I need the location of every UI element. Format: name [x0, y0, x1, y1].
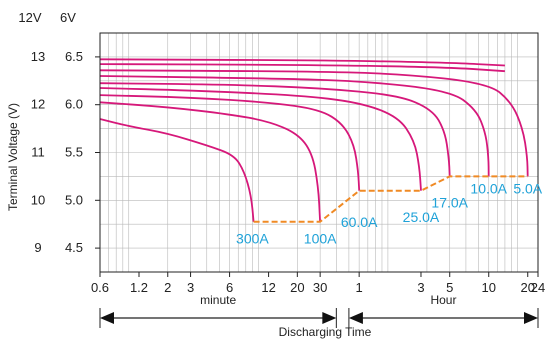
current-label: 5.0A — [513, 180, 542, 196]
current-label: 17.0A — [431, 195, 468, 211]
y-header-6v: 6V — [60, 10, 76, 25]
arrowhead-right — [524, 312, 538, 324]
cutoff-line — [253, 175, 528, 223]
x-tick-label: 1.2 — [130, 280, 148, 295]
discharge-curve-5-0A — [99, 69, 529, 177]
current-label: 10.0A — [470, 180, 507, 196]
y-tick-label-12v: 12 — [31, 97, 45, 112]
x-tick-label: 6 — [226, 280, 233, 295]
y-tick-label-6v: 4.5 — [65, 240, 83, 255]
x-tick-label: 5 — [446, 280, 453, 295]
y-tick-label-6v: 6.5 — [65, 49, 83, 64]
section-label: minute — [200, 293, 236, 307]
arrowhead-left — [348, 312, 363, 324]
discharge-curves — [99, 58, 529, 222]
arrowhead-left — [100, 312, 114, 324]
y-tick-label-12v: 13 — [31, 49, 45, 64]
y-header-12v: 12V — [18, 10, 41, 25]
x-tick-label: 24 — [531, 280, 545, 295]
discharge-curve-60-0A — [99, 94, 361, 191]
current-label: 25.0A — [403, 209, 440, 225]
current-label: 100A — [304, 231, 337, 247]
y-axis-label: Terminal Voltage (V) — [6, 103, 20, 211]
discharge-curve-7 — [99, 63, 505, 73]
y-tick-label-12v: 11 — [31, 145, 45, 160]
discharge-curve-8 — [99, 58, 505, 67]
discharge-curve-10-0A — [99, 75, 490, 177]
current-label: 300A — [236, 231, 269, 247]
x-tick-label: 20 — [290, 280, 304, 295]
y-tick-label-6v: 5.5 — [65, 145, 83, 160]
y-axis-ticks: 13 6.5 12 6.0 11 5.5 10 5.0 9 4.5 — [31, 49, 100, 255]
y-tick-label-12v: 9 — [34, 240, 41, 255]
x-tick-label: 0.6 — [91, 280, 109, 295]
y-tick-label-6v: 5.0 — [65, 192, 83, 207]
x-tick-label: 3 — [187, 280, 194, 295]
cutoff-voltage-line — [253, 175, 528, 223]
current-label: 60.0A — [341, 214, 378, 230]
y-tick-label-6v: 6.0 — [65, 97, 83, 112]
x-tick-label: 10 — [481, 280, 495, 295]
discharge-curve-17-0A — [99, 82, 451, 177]
x-tick-label: 12 — [261, 280, 275, 295]
x-tick-label: 20 — [521, 280, 535, 295]
discharge-curve-100A — [99, 101, 321, 222]
discharge-curve-300A — [99, 118, 255, 222]
y-tick-label-12v: 10 — [31, 192, 45, 207]
x-axis-label: Discharging Time — [279, 325, 372, 339]
x-tick-label: 30 — [313, 280, 327, 295]
x-tick-label: 2 — [164, 280, 171, 295]
x-tick-label: 1 — [356, 280, 363, 295]
time-sections: minute Hour — [99, 293, 539, 328]
discharge-curve-25-0A — [99, 87, 422, 191]
section-label: Hour — [430, 293, 456, 307]
x-tick-label: 3 — [417, 280, 424, 295]
arrowhead-right — [322, 312, 337, 324]
